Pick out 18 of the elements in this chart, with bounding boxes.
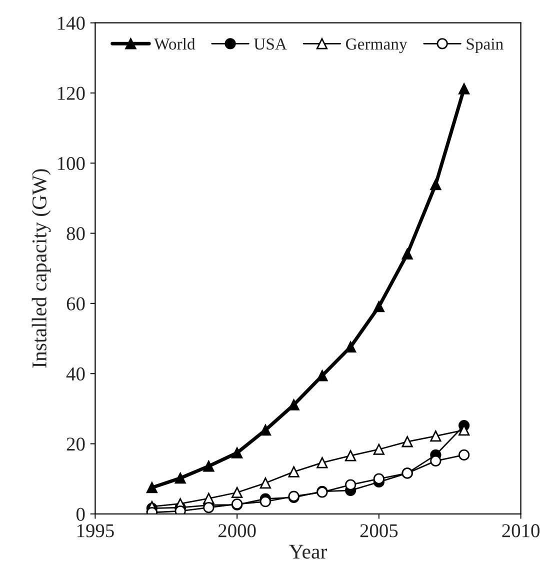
y-tick-label: 60 (66, 297, 85, 310)
legend-label: Spain (466, 38, 504, 54)
y-tick-label: 120 (58, 86, 85, 100)
x-axis-title: Year (289, 544, 328, 559)
legend-label: Germany (346, 38, 408, 54)
y-axis-title: Installed capacity (GW) (32, 169, 51, 368)
legend-label: USA (254, 38, 287, 50)
y-tick-label: 0 (76, 508, 85, 521)
x-tick-label: 2010 (502, 524, 540, 538)
y-tick-label: 40 (66, 367, 85, 381)
y-tick-label: 100 (58, 156, 85, 170)
y-tick-label: 20 (66, 438, 85, 451)
x-tick-label: 2000 (218, 524, 256, 538)
x-tick-label: 1995 (77, 524, 114, 538)
x-tick-label: 2005 (360, 524, 398, 538)
legend-label: World (154, 38, 196, 50)
y-tick-label: 140 (58, 16, 85, 30)
y-tick-label: 80 (66, 227, 85, 240)
